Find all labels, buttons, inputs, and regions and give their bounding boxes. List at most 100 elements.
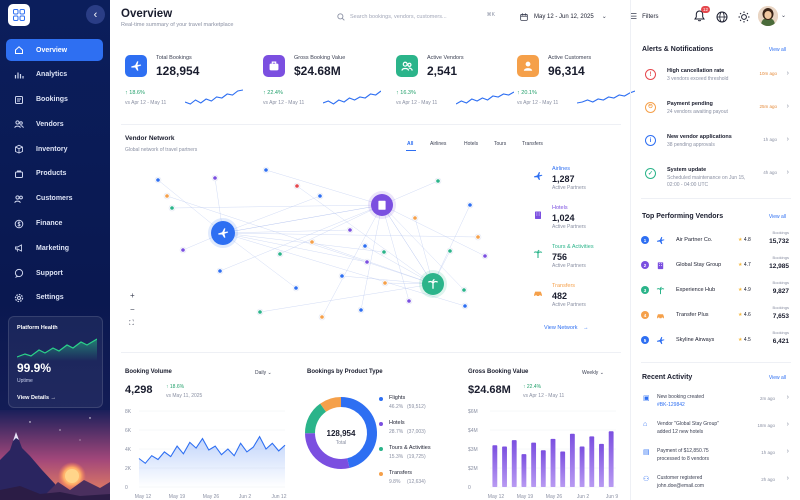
y-tick-label: 4K [125, 447, 132, 453]
top-vendor-row[interactable]: 5 Skyline Airways ★ 4.5 Bookings 6,421 [641, 330, 791, 352]
gbv-period-select[interactable]: Weekly ⌄ [582, 370, 604, 376]
calendar-icon [520, 12, 528, 21]
activity-item[interactable]: ▤ Payment of $12,850.75 processed to 8 ven… [641, 447, 791, 471]
zoom-in-button[interactable]: + [130, 291, 135, 300]
gbv-bar[interactable] [540, 450, 546, 487]
gbv-bar[interactable] [579, 446, 585, 487]
gbv-bar[interactable] [599, 443, 604, 487]
vendor-rating-value: 4.5 [743, 337, 751, 343]
kpi-value: 96,314 [548, 64, 585, 78]
kpi-card-2[interactable]: Gross Booking Value $24.68M ↑ 22.4% vs Apr … [263, 55, 383, 115]
legend-item: Hotels 28.7% (37,003) [379, 420, 449, 442]
language-globe-button[interactable] [716, 10, 728, 28]
fullscreen-icon[interactable]: ⛶ [129, 320, 134, 327]
vendor-category-count: 1,287 [552, 174, 575, 184]
sidebar-item-support[interactable]: Support [6, 262, 103, 284]
top-vendor-row[interactable]: 2 Global Stay Group ★ 4.7 Bookings 12,985 [641, 255, 791, 277]
filters-button[interactable]: ☰ Filters [630, 12, 659, 21]
app-logo[interactable] [8, 4, 30, 26]
sidebar-item-inventory[interactable]: Inventory [6, 138, 103, 160]
kpi-card-3[interactable]: Active Vendors 2,541 ↑ 16.3% vs Apr 12 - Ma… [396, 55, 516, 115]
sidebar-item-label: Inventory [36, 145, 68, 153]
sidebar-item-analytics[interactable]: Analytics [6, 64, 103, 86]
gbv-bar[interactable] [569, 433, 575, 487]
sidebar-item-settings[interactable]: Settings [6, 287, 103, 309]
donut-slice-flights[interactable] [340, 397, 377, 468]
alert-item[interactable]: i New vendor applications 38 pending appro… [641, 134, 791, 164]
top-vendor-row[interactable]: 4 Transfer Plus ★ 4.6 Bookings 7,653 [641, 305, 791, 327]
gbv-bar[interactable] [550, 438, 556, 487]
date-range-label: May 12 - Jun 12, 2025 [534, 13, 594, 20]
gbv-bar[interactable] [502, 446, 507, 487]
sidebar-item-marketing[interactable]: Marketing [6, 237, 103, 259]
alerts-view-all[interactable]: View all [768, 47, 786, 53]
alert-item[interactable]: ⏲ Payment pending 24 vendors awaiting payo… [641, 101, 791, 131]
tab-transfers[interactable]: Transfers [522, 141, 543, 147]
sidebar-item-overview[interactable]: Overview [6, 39, 103, 61]
sidebar-item-products[interactable]: Products [6, 163, 103, 185]
zoom-out-button[interactable]: − [130, 305, 135, 314]
notifications-button[interactable]: 12 [694, 6, 711, 23]
gbv-bar[interactable] [511, 440, 517, 487]
chevron-right-icon: › [786, 421, 789, 428]
sidebar-item-bookings[interactable]: Bookings [6, 89, 103, 111]
donut-slice-tours-activities[interactable] [305, 403, 327, 434]
alert-description: 24 vendors awaiting payout [667, 109, 728, 115]
network-link [222, 232, 385, 253]
avatar-menu-chevron[interactable]: ⌄ [781, 13, 787, 19]
date-range-picker[interactable]: May 12 - Jun 12, 2025 ⌄ [520, 9, 607, 24]
globe-icon [716, 11, 728, 23]
gbv-bar[interactable] [589, 436, 595, 487]
activity-item[interactable]: ⌂ Vendor "Global Stay Group" added 12 new … [641, 420, 791, 444]
gbv-bar[interactable] [560, 451, 566, 487]
theme-toggle-button[interactable] [738, 10, 750, 28]
recent-activity-view-all[interactable]: View all [768, 375, 786, 381]
top-vendors-view-all[interactable]: View all [768, 214, 786, 220]
settings-icon [14, 293, 24, 303]
sidebar-item-customers[interactable]: Customers [6, 188, 103, 210]
vendor-network-title: Vendor Network [125, 135, 175, 142]
vendor-category-count: 1,024 [552, 213, 575, 223]
grid-logo-icon [13, 9, 25, 21]
kpi-card-1[interactable]: Total Bookings 128,954 ↑ 18.6% vs Apr 12 - … [125, 55, 245, 115]
tab-hotels[interactable]: Hotels [464, 141, 479, 147]
gbv-bar[interactable] [521, 454, 527, 487]
booking-volume-period-select[interactable]: Daily ⌄ [255, 370, 272, 376]
tab-tours[interactable]: Tours [494, 141, 507, 147]
vendor-bookings-label: Bookings [772, 305, 789, 310]
sidebar-item-label: Support [36, 269, 63, 277]
check-icon: ✓ [645, 168, 656, 179]
top-vendor-row[interactable]: 3 Experience Hub ★ 4.9 Bookings 9,827 [641, 280, 791, 302]
user-avatar[interactable] [758, 6, 778, 26]
network-node-dot [382, 250, 386, 254]
vendor-category-count: 482 [552, 291, 568, 301]
alert-item[interactable]: ✓ System update Scheduled maintenance on J… [641, 167, 791, 197]
gbv-bar[interactable] [492, 445, 498, 487]
kpi-card-4[interactable]: Active Customers 96,314 ↑ 20.1% vs Apr 12 -… [517, 55, 637, 115]
network-node-dot [295, 184, 299, 188]
alert-item[interactable]: ! High cancellation rate 3 vendors exceed … [641, 68, 791, 98]
sidebar-item-label: Finance [36, 220, 63, 228]
sidebar-collapse-button[interactable]: ‹ [86, 5, 105, 24]
sidebar: ‹ Overview Analytics Bookings Vendors Invent… [0, 0, 110, 500]
network-node-dot [156, 178, 160, 182]
donut-slice-hotels[interactable] [305, 432, 350, 469]
tab-airlines[interactable]: Airlines [430, 141, 447, 147]
gbv-bar[interactable] [531, 442, 537, 487]
alert-description: 3 vendors exceed threshold [667, 76, 729, 82]
home-icon [15, 46, 23, 54]
info-icon: i [645, 135, 656, 146]
top-vendor-row[interactable]: 1 Air Partner Co. ★ 4.8 Bookings 15,732 [641, 230, 791, 252]
gbv-bar[interactable] [608, 431, 614, 487]
activity-item[interactable]: ⚇ Customer registered john.doe@email.com 2h… [641, 474, 791, 498]
sidebar-item-vendors[interactable]: Vendors [6, 113, 103, 135]
view-network-link[interactable]: View Network → [544, 325, 589, 331]
activity-item[interactable]: ▣ New booking created #BK-129842 2m ago › [641, 393, 791, 417]
sidebar-item-finance[interactable]: Finance [6, 213, 103, 235]
view-details-link[interactable]: View Details → [17, 395, 56, 401]
sidebar-item-label: Overview [36, 46, 68, 54]
donut-slice-transfers[interactable] [320, 397, 342, 412]
activity-line1: Vendor "Global Stay Group" [657, 421, 719, 427]
search-input[interactable]: Search bookings, vendors, customers... ⌘… [337, 9, 495, 24]
tab-all[interactable]: All [407, 141, 414, 147]
